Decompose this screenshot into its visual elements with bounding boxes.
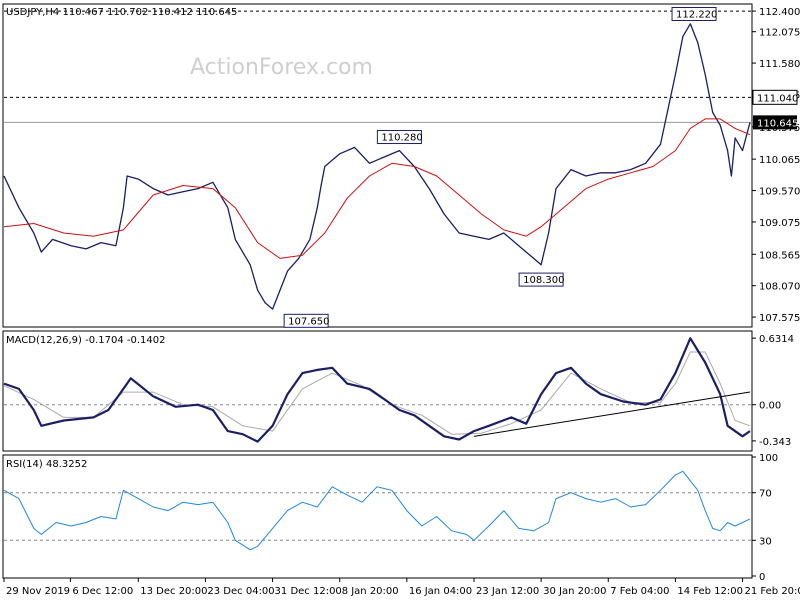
macd-y-tick-label: 0.6314 [759,334,794,345]
x-tick-label: 7 Feb 04:00 [610,586,669,597]
annotation-box [518,272,564,287]
price-layer: 112.400112.075111.580111.085110.575110.0… [3,6,800,328]
x-axis: 29 Nov 2019 6 Dec 12:00 13 Dec 20:00 23 Dec… [3,578,800,597]
macd-panel-title: MACD(12,26,9) -0.1704 -0.1402 [6,335,166,346]
level-label: 111.040 [757,93,798,104]
price-y-tick-label: 109.570 [759,187,800,198]
x-tick-label: 30 Jan 20:00 [543,586,606,597]
annotation-box [376,130,422,145]
price-y-tick-label: 108.070 [759,282,800,293]
x-tick-label: 13 Dec 20:00 [140,586,207,597]
rsi-panel-frame [2,454,753,579]
rsi-line [3,470,751,551]
macd-trendline [473,391,751,437]
price-panel-frame [2,3,753,328]
x-tick-label: 23 Jan 12:00 [476,586,539,597]
price-y-tick-label: 111.580 [759,59,800,70]
price-y-tick-label: 108.565 [759,250,800,261]
macd-y-tick-label: -0.343 [759,437,791,448]
annotation-label: 108.300 [523,275,564,286]
price-y-tick-label: 107.575 [759,313,800,324]
x-tick-label: 16 Jan 04:00 [409,586,472,597]
rsi-y-tick-label: 30 [759,536,772,547]
x-tick-label: 31 Dec 12:00 [275,586,342,597]
rsi-y-tick-label: 70 [759,489,772,500]
moving-average-line [3,118,751,259]
level-badge [752,89,798,105]
price-series-line [3,23,751,310]
price-panel-title: USDJPY,H4 110.467 110.702 110.412 110.64… [6,7,237,18]
current-price-badge [753,115,797,130]
watermark: ActionForex.com [190,55,373,80]
macd-signal-line [3,351,751,435]
annotation-label: 112.220 [676,9,717,20]
price-y-tick-label: 110.065 [759,155,800,166]
macd-line [3,337,751,443]
x-tick-label: 8 Jan 20:00 [342,586,399,597]
annotation-label: 107.650 [288,316,329,327]
x-tick-label: 6 Dec 12:00 [72,586,133,597]
annotation-label: 110.280 [381,133,422,144]
macd-panel-frame [2,330,753,452]
macd-layer: 0.6314 0.00 -0.343 [3,334,794,448]
rsi-y-tick-label: 100 [759,453,778,464]
rsi-panel-title: RSI(14) 48.3252 [6,459,87,470]
x-tick-label: 14 Feb 12:00 [677,586,743,597]
price-y-tick-label: 112.400 [759,7,800,18]
rsi-y-tick-label: 0 [759,572,765,583]
annotation-box [283,313,329,328]
x-tick-label: 23 Dec 04:00 [207,586,274,597]
current-price-label: 110.645 [757,118,798,129]
x-tick-label: 21 Feb 20:00 [745,586,800,597]
macd-y-tick-label: 0.00 [759,401,781,412]
price-y-tick-label: 109.075 [759,218,800,229]
price-y-tick-label: 112.075 [759,28,800,39]
x-tick-label: 29 Nov 2019 [6,586,70,597]
annotation-box [671,6,717,21]
rsi-layer: 100 70 30 0 [3,453,778,583]
